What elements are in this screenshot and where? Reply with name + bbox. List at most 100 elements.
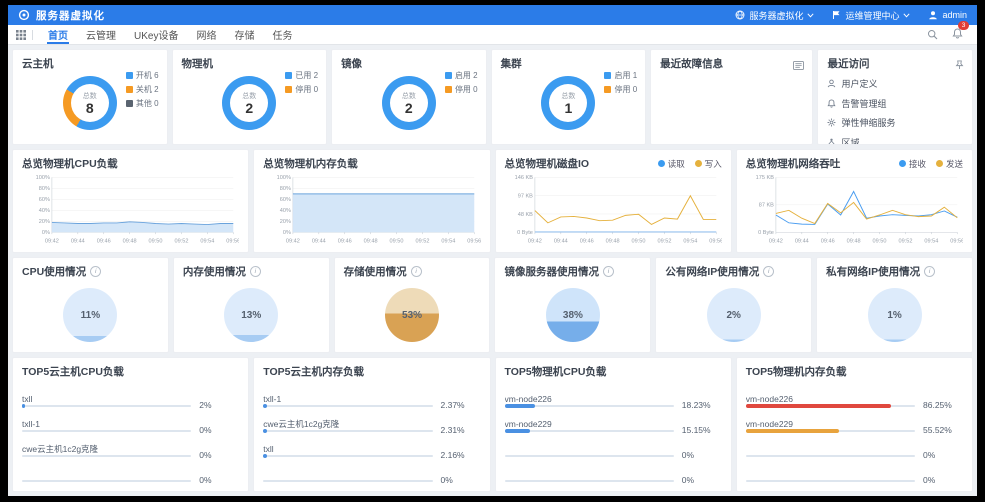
legend-item: 停用 0 xyxy=(444,84,478,95)
info-icon[interactable]: i xyxy=(90,266,102,277)
environment-menu[interactable]: 服务器虚拟化 xyxy=(735,9,815,22)
environment-menu-label: 服务器虚拟化 xyxy=(749,10,804,21)
notifications-button[interactable]: 3 xyxy=(952,20,969,44)
svg-text:97 KB: 97 KB xyxy=(517,194,533,200)
donut-center: 总数 2 xyxy=(382,76,436,130)
recent-visit-item[interactable]: 告警管理组 xyxy=(827,97,963,110)
legend-label: 接收 xyxy=(908,158,926,169)
legend-item: 接收 xyxy=(898,158,926,170)
gauge-wrap: 38% xyxy=(495,280,650,350)
top5-bar-track xyxy=(263,454,433,458)
svg-text:09:48: 09:48 xyxy=(364,239,378,245)
list-icon[interactable] xyxy=(793,57,805,75)
top5-item-value: 2.37% xyxy=(440,400,465,410)
svg-text:09:52: 09:52 xyxy=(174,239,188,245)
nav-bar: 首页 云管理 UKey设备 网络 存储 任务 3 xyxy=(8,20,977,45)
top5-row: vm-node226 86.25% xyxy=(745,386,963,411)
svg-text:09:52: 09:52 xyxy=(416,239,430,245)
gauge-wrap: 2% xyxy=(656,280,811,350)
top5-row: TOP5云主机CPU负载 txll 2% txll-1 0% cwe云主机1c2g克隆 0%… xyxy=(12,357,973,492)
info-icon[interactable]: i xyxy=(249,266,261,277)
gauge-card: 公有网络IP使用情况 i 2% xyxy=(655,257,813,353)
nav-item-1[interactable]: 云管理 xyxy=(86,31,116,42)
user-icon xyxy=(827,79,836,88)
nav-item-2[interactable]: UKey设备 xyxy=(134,31,179,42)
nav-item-4[interactable]: 存储 xyxy=(234,31,255,42)
info-icon[interactable]: i xyxy=(410,266,422,277)
legend-label: 读取 xyxy=(667,158,685,169)
chart-header: 总览物理机CPU负载 xyxy=(22,156,239,171)
top5-bar-fill xyxy=(22,404,26,408)
top5-item-name: txll xyxy=(263,444,274,454)
chart-plot: 175 KB 87 KB 0 Byte 09:42 09:44 09:46 09:48 09:… xyxy=(746,171,963,246)
svg-text:0 Byte: 0 Byte xyxy=(517,230,533,236)
summary-card: 物理机 已用 2 停用 0 总数 2 xyxy=(171,49,328,145)
card-title: 私有网络IP使用情况 xyxy=(826,266,921,278)
top5-bar-track xyxy=(745,404,915,408)
top5-bar-fill xyxy=(263,429,268,433)
gauge-circle: 13% xyxy=(224,288,279,342)
donut-center-label: 总数 xyxy=(401,93,416,100)
nav-item-3[interactable]: 网络 xyxy=(196,31,217,42)
gauge-card: 存储使用情况 i 53% xyxy=(333,257,491,353)
pin-icon[interactable] xyxy=(955,57,964,75)
svg-text:09:56: 09:56 xyxy=(468,239,481,245)
donut-wrap: 总数 1 xyxy=(492,66,646,140)
top5-item-value: 55.52% xyxy=(923,425,952,435)
chart-plot: 100% 80% 60% 40% 20% 0% 09:42 09:44 09:46 09:48 09… xyxy=(22,171,240,246)
donut-wrap: 总数 8 xyxy=(13,66,167,140)
line-chart-card: 总览物理机网络吞吐 接收 发送 175 KB 87 KB 0 Byte 09:42 09:44… xyxy=(735,149,973,253)
top5-item-value: 0% xyxy=(923,475,936,485)
legend-label: 停用 0 xyxy=(614,85,638,94)
legend-label: 写入 xyxy=(704,158,722,169)
svg-text:09:48: 09:48 xyxy=(846,239,860,245)
svg-text:09:48: 09:48 xyxy=(605,239,619,245)
top5-row-main: txll-1 xyxy=(263,394,433,411)
nav-item-5[interactable]: 任务 xyxy=(272,31,293,42)
top5-item-name xyxy=(746,444,915,455)
center-menu[interactable]: 运维管理中心 xyxy=(832,9,911,22)
search-icon[interactable] xyxy=(927,29,938,40)
user-name: admin xyxy=(942,10,967,20)
chevron-down-icon xyxy=(903,12,911,18)
recent-visit-item[interactable]: 弹性伸缩服务 xyxy=(827,116,963,129)
top5-card: TOP5云主机内存负载 txll-1 2.37% cwe云主机1c2g克隆 2.31% t… xyxy=(253,357,491,492)
svg-text:146 KB: 146 KB xyxy=(514,175,533,181)
donut-wrap: 总数 2 xyxy=(332,66,486,140)
top5-row: cwe云主机1c2g克隆 2.31% xyxy=(263,411,480,436)
top5-item-name xyxy=(22,469,191,480)
recent-visit-item[interactable]: 用户定义 xyxy=(827,77,963,90)
top5-item-value: 2.31% xyxy=(440,425,465,435)
info-icon[interactable]: i xyxy=(924,266,936,277)
apps-grid-icon[interactable] xyxy=(16,29,26,40)
gauge-header: CPU使用情况 i xyxy=(22,264,159,279)
gauge-circle: 53% xyxy=(385,288,440,342)
svg-text:60%: 60% xyxy=(39,197,50,203)
top5-item-name xyxy=(263,469,432,480)
line-chart-card: 总览物理机磁盘IO 读取 写入 146 KB 97 KB 48 KB 0 Byte 09:42… xyxy=(494,149,732,253)
donut-total: 2 xyxy=(404,100,413,116)
recent-visit-item[interactable]: 区域 xyxy=(827,136,963,144)
top5-bar-track xyxy=(22,404,192,408)
top5-row: 0% xyxy=(504,436,722,461)
gauge-value: 13% xyxy=(241,309,262,321)
svg-text:09:42: 09:42 xyxy=(45,239,59,245)
top5-bar-track xyxy=(22,480,192,482)
top5-card: TOP5物理机内存负载 vm-node226 86.25% vm-node229 55.… xyxy=(735,357,973,492)
top5-item-value: 0% xyxy=(923,450,936,460)
top5-item-name xyxy=(505,444,674,455)
info-icon[interactable]: i xyxy=(602,266,614,277)
donut-chart: 总数 8 xyxy=(62,76,117,130)
top5-item-value: 0% xyxy=(440,475,453,485)
top5-row: 0% xyxy=(263,461,480,486)
user-menu[interactable]: admin xyxy=(928,10,967,20)
top5-row: txll 2% xyxy=(22,386,239,411)
donut-legend: 启用 1 停用 0 xyxy=(604,70,637,95)
gauge-header: 公有网络IP使用情况 i xyxy=(665,264,802,279)
card-title: 总览物理机内存负载 xyxy=(263,158,358,170)
info-icon[interactable]: i xyxy=(763,266,775,277)
top5-row-main: vm-node226 xyxy=(504,394,674,411)
donut-legend: 开机 6 关机 2 其他 0 xyxy=(125,70,159,109)
nav-item-0[interactable]: 首页 xyxy=(39,25,77,44)
